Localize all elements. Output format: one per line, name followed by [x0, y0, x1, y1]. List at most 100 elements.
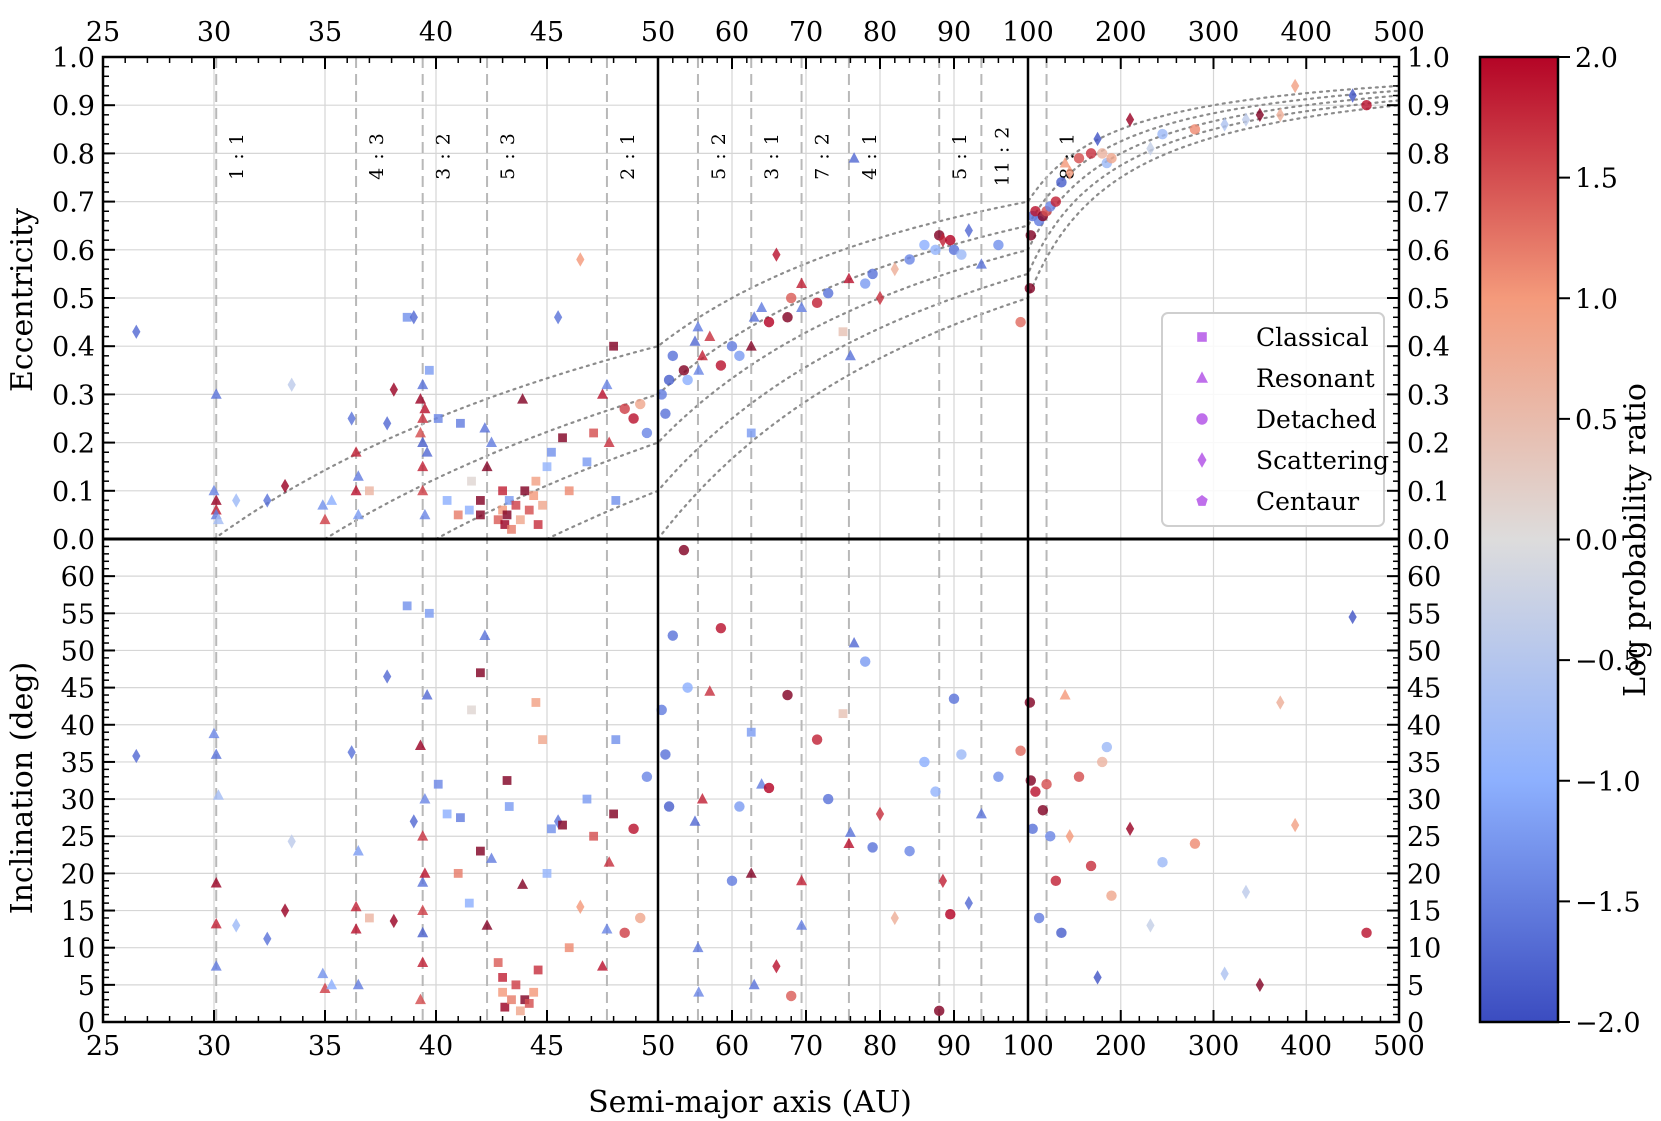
colorbar-tick-label: 2.0 [1575, 43, 1618, 74]
legend-label: Classical [1256, 323, 1369, 352]
data-point [667, 630, 679, 641]
y-tick-label-eccentricity: 0.8 [52, 139, 95, 170]
data-point [1085, 860, 1097, 872]
resonance-label: 2 : 1 [617, 132, 639, 180]
data-point [1348, 609, 1357, 625]
data-point [641, 771, 653, 783]
data-point [734, 801, 745, 812]
colorbar-title: Log probability ratio [1618, 383, 1653, 697]
data-point [507, 524, 516, 534]
data-point [389, 382, 398, 397]
data-point [611, 496, 621, 505]
data-point [486, 852, 497, 863]
data-point [843, 272, 855, 284]
colorbar-gradient [1478, 55, 1560, 1024]
data-point [811, 297, 823, 309]
data-point [1015, 316, 1026, 328]
data-point [442, 809, 452, 819]
data-point [734, 350, 745, 362]
data-point [453, 510, 463, 520]
data-point [1024, 283, 1036, 294]
y-tick-label-inclination-right: 60 [1407, 562, 1441, 593]
data-point [1024, 697, 1036, 708]
data-point [601, 923, 613, 934]
y-tick-label-eccentricity-right: 0.9 [1407, 91, 1450, 122]
data-point [782, 689, 793, 701]
x-tick-label: 30 [197, 1031, 231, 1062]
x-axis-title: Semi-major axis (AU) [588, 1085, 912, 1120]
y-tick-label-eccentricity: 0.3 [52, 380, 95, 411]
data-point [1059, 688, 1071, 700]
y-tick-label-eccentricity: 0.1 [52, 477, 95, 508]
y-tick-label-eccentricity: 0.9 [52, 91, 95, 122]
data-point [417, 460, 429, 472]
data-point [1050, 875, 1062, 887]
data-point [597, 960, 608, 971]
data-point [956, 749, 967, 760]
data-point [938, 873, 948, 888]
y-tick-label-eccentricity-right: 0.7 [1407, 188, 1450, 219]
y-tick-label-inclination: 0 [78, 1008, 95, 1039]
legend-label: Centaur [1256, 487, 1359, 516]
colorbar-tick-label: −1.0 [1575, 767, 1641, 798]
data-point [1146, 918, 1155, 933]
x-tick-label: 25 [86, 1031, 120, 1062]
resonance-label: 11 : 2 [991, 126, 1013, 187]
data-point [212, 513, 224, 525]
data-point [417, 378, 429, 390]
data-point [763, 316, 775, 328]
data-point [945, 909, 956, 920]
data-point [553, 310, 563, 325]
data-point [210, 960, 222, 971]
data-point [326, 978, 338, 990]
y-tick-label-eccentricity: 0.4 [52, 332, 95, 363]
data-point [417, 904, 429, 915]
x-tick-label: 40 [419, 1031, 453, 1062]
data-point [838, 327, 848, 337]
data-point [993, 239, 1004, 251]
data-point [210, 876, 222, 888]
data-point [930, 244, 941, 256]
data-point [365, 913, 374, 923]
colorbar-tick-label: 0.5 [1575, 405, 1618, 436]
y-tick-label-eccentricity-right: 1.0 [1407, 43, 1450, 74]
x-tick-label: 70 [789, 1031, 823, 1062]
data-point [811, 734, 823, 745]
data-point [745, 867, 757, 878]
data-point [417, 484, 429, 496]
data-point [692, 320, 704, 332]
legend-label: Scattering [1256, 446, 1389, 475]
data-point [212, 789, 224, 800]
data-point [1290, 78, 1300, 94]
data-point [402, 601, 412, 611]
data-point [453, 868, 463, 878]
data-point [1220, 966, 1229, 981]
data-point [704, 330, 716, 341]
data-point [326, 494, 338, 505]
data-point [511, 980, 521, 990]
x-tick-label: 500 [1373, 1031, 1425, 1062]
x-tick-label-top: 200 [1095, 17, 1147, 48]
data-point [678, 365, 690, 376]
data-point [531, 476, 541, 486]
resonance-label: 8 : 1 [1057, 132, 1079, 180]
data-point [547, 824, 556, 834]
data-point [772, 959, 781, 974]
y-tick-label-inclination: 10 [61, 934, 95, 965]
y-tick-label-eccentricity-right: 0.1 [1407, 477, 1450, 508]
data-point [945, 234, 956, 246]
data-point [263, 493, 272, 508]
y-tick-label-inclination-right: 50 [1407, 636, 1441, 667]
y-tick-label-inclination: 35 [61, 748, 95, 779]
data-point [538, 500, 547, 510]
data-point [558, 820, 567, 830]
legend-label: Detached [1256, 405, 1377, 434]
data-point [498, 987, 507, 997]
data-point [603, 436, 615, 447]
colorbar-tick-label: 1.0 [1575, 284, 1618, 315]
data-point [875, 290, 885, 306]
data-point [456, 813, 465, 823]
data-point [628, 823, 639, 835]
data-point [417, 830, 429, 841]
x-tick-label: 90 [937, 1031, 971, 1062]
